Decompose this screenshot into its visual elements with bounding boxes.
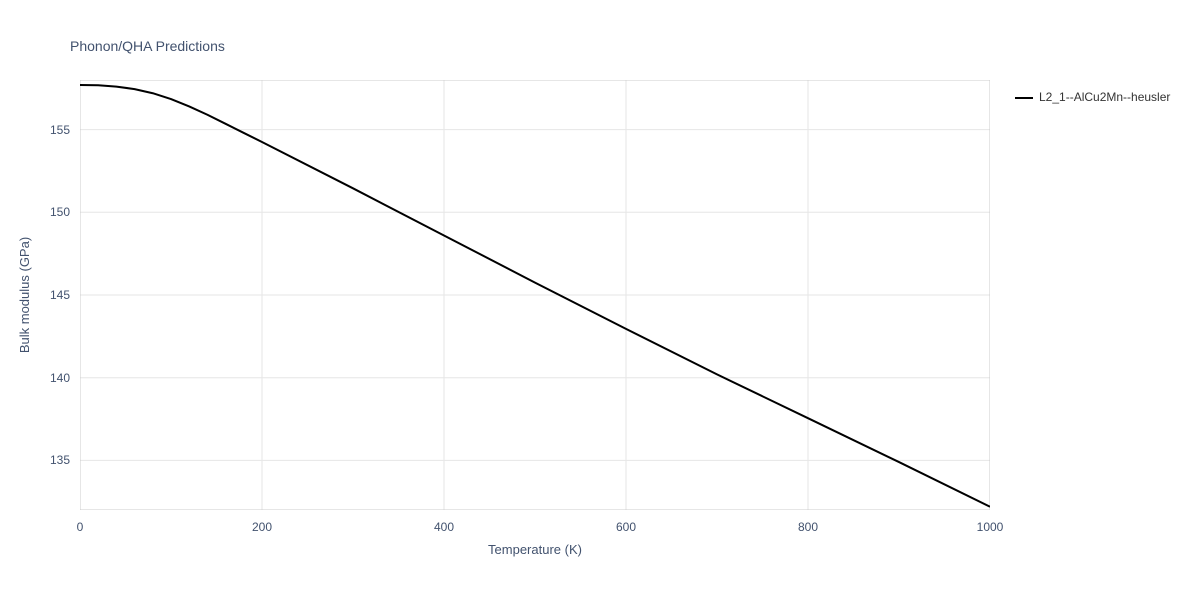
x-axis-label: Temperature (K) <box>488 542 582 557</box>
x-tick-label: 1000 <box>977 520 1004 534</box>
y-tick-label: 150 <box>50 205 70 219</box>
x-tick-label: 200 <box>252 520 272 534</box>
x-tick-label: 400 <box>434 520 454 534</box>
x-tick-label: 0 <box>77 520 84 534</box>
y-tick-label: 155 <box>50 123 70 137</box>
plot-area[interactable] <box>80 80 990 510</box>
legend-swatch[interactable] <box>1015 97 1033 99</box>
x-tick-label: 600 <box>616 520 636 534</box>
y-axis-label: Bulk modulus (GPa) <box>17 237 32 353</box>
y-tick-label: 135 <box>50 453 70 467</box>
legend-label[interactable]: L2_1--AlCu2Mn--heusler <box>1039 90 1170 104</box>
chart-container: Phonon/QHA Predictions 0 200 400 600 800 1000… <box>0 0 1200 600</box>
chart-title: Phonon/QHA Predictions <box>70 38 225 54</box>
y-tick-label: 140 <box>50 371 70 385</box>
series-group <box>80 85 990 507</box>
y-tick-label: 145 <box>50 288 70 302</box>
grid <box>80 80 990 510</box>
series-line-0[interactable] <box>80 85 990 507</box>
x-tick-label: 800 <box>798 520 818 534</box>
